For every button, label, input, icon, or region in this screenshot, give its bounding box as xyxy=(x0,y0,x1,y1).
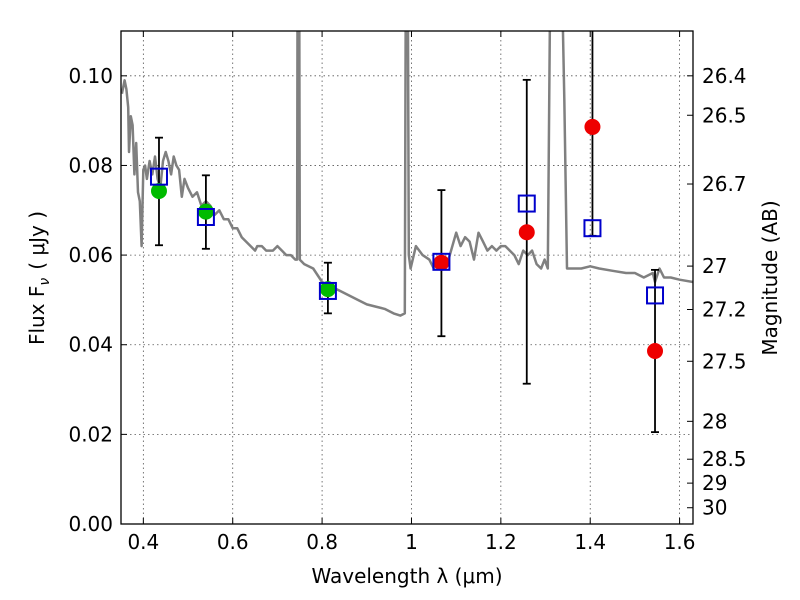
red-point xyxy=(647,343,664,360)
mag-tick-label: 26.5 xyxy=(702,103,747,127)
mag-tick-label: 30 xyxy=(702,496,727,520)
mag-tick-label: 27.5 xyxy=(702,349,747,373)
model-square xyxy=(646,286,665,305)
model-square xyxy=(149,167,168,186)
x-axis-label: Wavelength λ (μm) xyxy=(311,564,502,588)
y-tick-label: 0.00 xyxy=(68,512,113,536)
x-tick-label: 0.6 xyxy=(217,530,249,554)
model-square xyxy=(196,207,215,226)
y-axis-label: Flux Fν( μJy ) xyxy=(25,211,53,345)
model-spectrum-line xyxy=(121,31,693,317)
model-square xyxy=(432,252,451,271)
x-tick-label: 1.6 xyxy=(664,530,696,554)
mag-tick-label: 27 xyxy=(702,254,727,278)
y-tick-label: 0.08 xyxy=(68,153,113,177)
y2-axis-label: Magnitude (AB) xyxy=(758,200,782,355)
plot-area xyxy=(121,31,693,434)
y-tick-label: 0.04 xyxy=(68,333,113,357)
model-square xyxy=(318,281,337,300)
red-point xyxy=(433,254,450,271)
x-tick-label: 0.4 xyxy=(127,530,159,554)
mag-tick-label: 29 xyxy=(702,471,727,495)
y-tick-label: 0.06 xyxy=(68,243,113,267)
x-tick-label: 1.2 xyxy=(485,530,517,554)
mag-tick-label: 26.7 xyxy=(702,172,747,196)
y-tick-label: 0.02 xyxy=(68,422,113,446)
mag-tick-label: 28 xyxy=(702,409,727,433)
red-point xyxy=(518,224,535,241)
x-tick-label: 0.8 xyxy=(306,530,338,554)
axis-ticks: 0.4 0.6 0.8 1 1.2 1.4 1.6 0.00 0.02 0.04 0.06 0.08 0… xyxy=(68,31,747,554)
x-tick-label: 1.4 xyxy=(574,530,606,554)
green-point xyxy=(150,183,167,200)
model-square xyxy=(517,194,536,213)
red-point xyxy=(584,118,601,135)
plot-frame xyxy=(120,30,694,525)
mag-tick-label: 27.2 xyxy=(702,297,747,321)
green-point xyxy=(197,203,214,220)
model-square xyxy=(583,219,602,238)
x-tick-label: 1 xyxy=(405,530,418,554)
grid-lines xyxy=(121,31,693,525)
mag-tick-label: 26.4 xyxy=(702,64,747,88)
y-tick-label: 0.10 xyxy=(68,64,113,88)
mag-tick-label: 28.5 xyxy=(702,447,747,471)
